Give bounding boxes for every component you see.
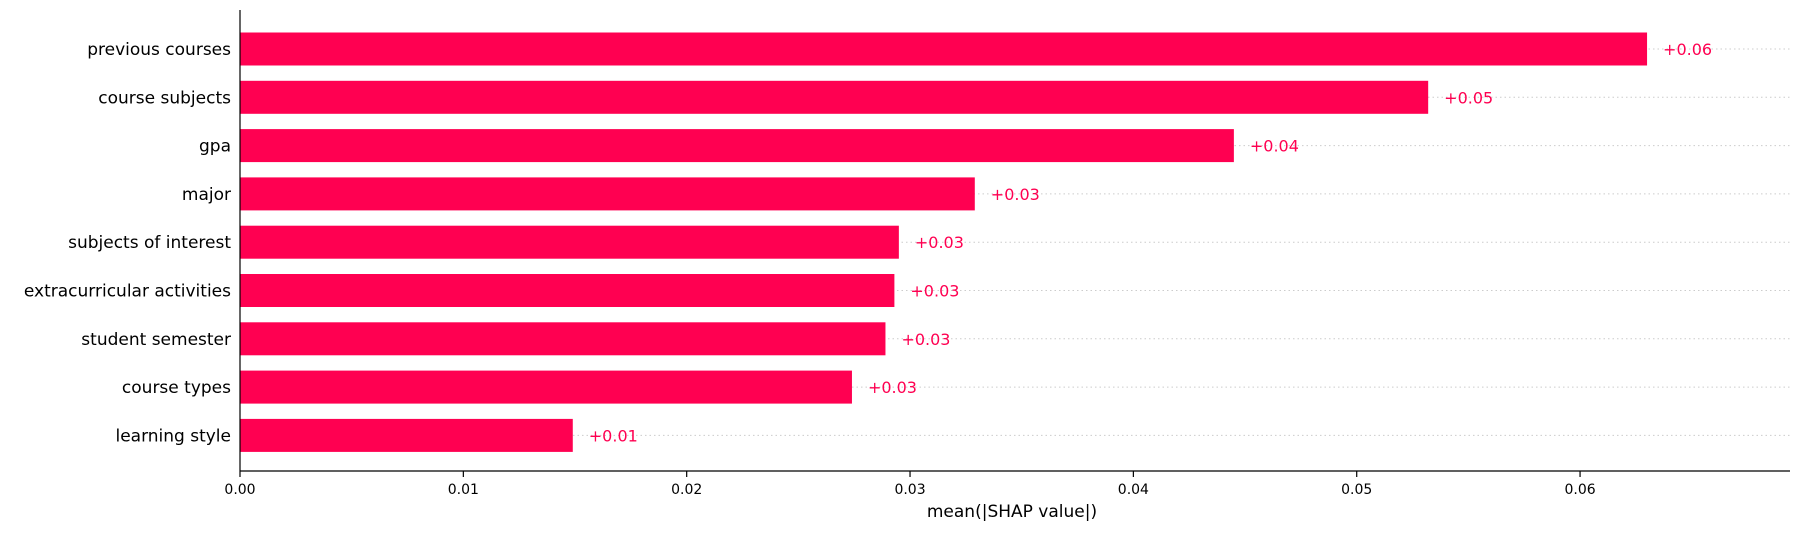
bar-value-label: +0.03 (915, 233, 964, 252)
bar (240, 80, 1429, 114)
x-tick-label: 0.04 (1118, 482, 1149, 498)
x-axis-title: mean(|SHAP value|) (927, 502, 1097, 522)
bar-value-labels: +0.06 +0.05 +0.04 +0.03 +0.03 +0.03 +0.03 +0.03… (589, 40, 1712, 445)
bar (240, 370, 852, 404)
category-label: major (182, 185, 231, 205)
category-label: course subjects (98, 88, 231, 108)
bars (240, 32, 1648, 452)
bar-value-label: +0.01 (589, 426, 638, 445)
bar (240, 129, 1234, 163)
bar (240, 274, 895, 307)
x-tick-label: 0.05 (1341, 482, 1372, 498)
category-label: extracurricular activities (24, 282, 231, 302)
axes (239, 10, 1790, 472)
x-axis-ticks: 0.00 0.01 0.02 0.03 0.04 0.05 0.06 (224, 471, 1596, 498)
x-tick-label: 0.03 (894, 482, 925, 498)
bar-value-label: +0.03 (901, 330, 950, 349)
category-labels: previous courses course subjects gpa major s… (24, 40, 231, 446)
category-label: previous courses (87, 40, 231, 60)
category-label: course types (122, 378, 231, 398)
bar-value-label: +0.05 (1444, 88, 1493, 107)
category-label: learning style (115, 426, 231, 446)
bar-value-label: +0.03 (868, 378, 917, 397)
category-label: student semester (81, 330, 231, 350)
bar (240, 418, 573, 452)
bar (240, 322, 886, 356)
bar (240, 225, 899, 259)
x-tick-label: 0.06 (1564, 482, 1595, 498)
x-tick-label: 0.00 (224, 482, 255, 498)
bar-value-label: +0.03 (991, 185, 1040, 204)
bar-value-label: +0.06 (1663, 40, 1712, 59)
category-label: gpa (199, 137, 231, 157)
bar-value-label: +0.04 (1250, 137, 1299, 156)
x-tick-label: 0.02 (671, 482, 702, 498)
category-label: subjects of interest (68, 233, 231, 253)
bar (240, 32, 1648, 66)
bar (240, 177, 975, 211)
x-tick-label: 0.01 (448, 482, 479, 498)
bar-value-label: +0.03 (910, 282, 959, 301)
